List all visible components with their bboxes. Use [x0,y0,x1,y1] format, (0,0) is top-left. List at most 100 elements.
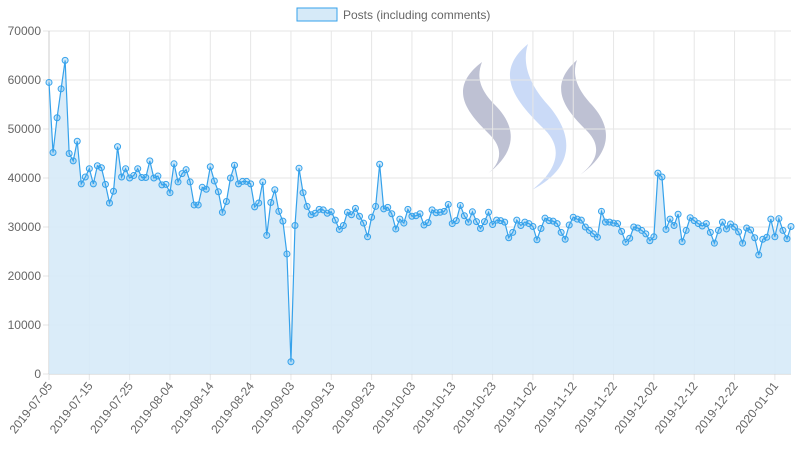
data-point[interactable] [561,235,569,243]
data-point[interactable] [388,210,396,218]
data-point[interactable] [714,226,722,234]
legend[interactable]: Posts (including comments) [296,7,490,22]
data-point[interactable] [533,236,541,244]
data-point[interactable] [339,222,347,230]
data-point[interactable] [662,225,670,233]
data-point[interactable] [122,165,130,173]
data-point[interactable] [472,218,480,226]
data-point[interactable] [327,208,335,216]
data-point[interactable] [61,56,69,64]
data-point[interactable] [513,216,521,224]
data-point[interactable] [674,210,682,218]
data-point[interactable] [460,212,468,220]
data-point[interactable] [452,217,460,225]
data-point[interactable] [170,160,178,168]
data-point[interactable] [154,172,162,180]
data-point[interactable] [335,225,343,233]
data-point[interactable] [376,160,384,168]
data-point[interactable] [739,239,747,247]
data-point[interactable] [259,178,267,186]
data-point[interactable] [283,250,291,258]
data-point[interactable] [130,172,138,180]
data-point[interactable] [331,216,339,224]
data-point[interactable] [372,202,380,210]
data-point[interactable] [678,238,686,246]
data-point[interactable] [291,222,299,230]
data-point[interactable] [271,186,279,194]
data-point[interactable] [476,224,484,232]
data-point[interactable] [722,225,730,233]
data-point[interactable] [501,218,509,226]
data-point[interactable] [218,208,226,216]
data-point[interactable] [81,173,89,181]
data-point[interactable] [267,199,275,206]
data-point[interactable] [767,215,775,223]
data-point[interactable] [231,161,238,169]
data-point[interactable] [57,85,65,93]
data-point[interactable] [706,228,714,236]
data-point[interactable] [593,233,601,241]
data-point[interactable] [69,157,77,165]
data-point[interactable] [255,199,263,207]
data-point[interactable] [210,177,218,185]
data-point[interactable] [97,164,105,172]
data-point[interactable] [614,220,622,228]
data-point[interactable] [751,234,759,242]
data-point[interactable] [565,221,573,229]
data-point[interactable] [400,219,408,227]
data-point[interactable] [654,169,662,177]
data-point[interactable] [114,143,122,151]
data-point[interactable] [162,180,170,188]
data-point[interactable] [174,178,182,186]
data-point[interactable] [481,218,489,226]
data-point[interactable] [509,228,517,236]
data-point[interactable] [77,180,85,188]
data-point[interactable] [146,157,154,165]
data-point[interactable] [553,220,561,228]
data-point[interactable] [251,203,259,211]
data-point[interactable] [597,207,605,215]
data-point[interactable] [186,178,194,186]
data-point[interactable] [787,223,795,231]
data-point[interactable] [626,234,634,242]
data-point[interactable] [622,238,630,246]
data-point[interactable] [142,174,150,182]
data-point[interactable] [247,180,255,188]
data-point[interactable] [364,233,372,241]
data-point[interactable] [416,210,424,218]
data-point[interactable] [45,78,53,86]
data-point[interactable] [702,220,710,228]
data-point[interactable] [444,200,452,208]
data-point[interactable] [347,211,355,219]
data-point[interactable] [118,173,126,181]
data-point[interactable] [666,215,674,223]
data-point[interactable] [166,189,174,197]
data-point[interactable] [178,170,186,178]
data-point[interactable] [206,163,214,171]
data-point[interactable] [642,230,650,238]
data-point[interactable] [779,226,787,234]
data-point[interactable] [384,203,392,211]
data-point[interactable] [464,218,472,226]
data-point[interactable] [279,217,287,225]
data-point[interactable] [73,137,81,145]
data-point[interactable] [275,207,283,215]
data-point[interactable] [735,228,743,236]
data-point[interactable] [295,164,303,172]
data-point[interactable] [505,234,513,242]
data-point[interactable] [646,237,654,245]
data-point[interactable] [89,180,97,188]
data-point[interactable] [650,233,658,241]
data-point[interactable] [718,218,726,226]
data-point[interactable] [101,180,109,188]
data-point[interactable] [529,223,537,231]
data-point[interactable] [287,358,295,366]
data-point[interactable] [396,215,404,223]
data-point[interactable] [182,166,190,174]
data-point[interactable] [226,174,234,182]
data-point[interactable] [404,205,412,213]
data-point[interactable] [682,226,690,234]
data-point[interactable] [134,165,142,173]
data-point[interactable] [577,216,585,224]
data-point[interactable] [53,114,61,122]
